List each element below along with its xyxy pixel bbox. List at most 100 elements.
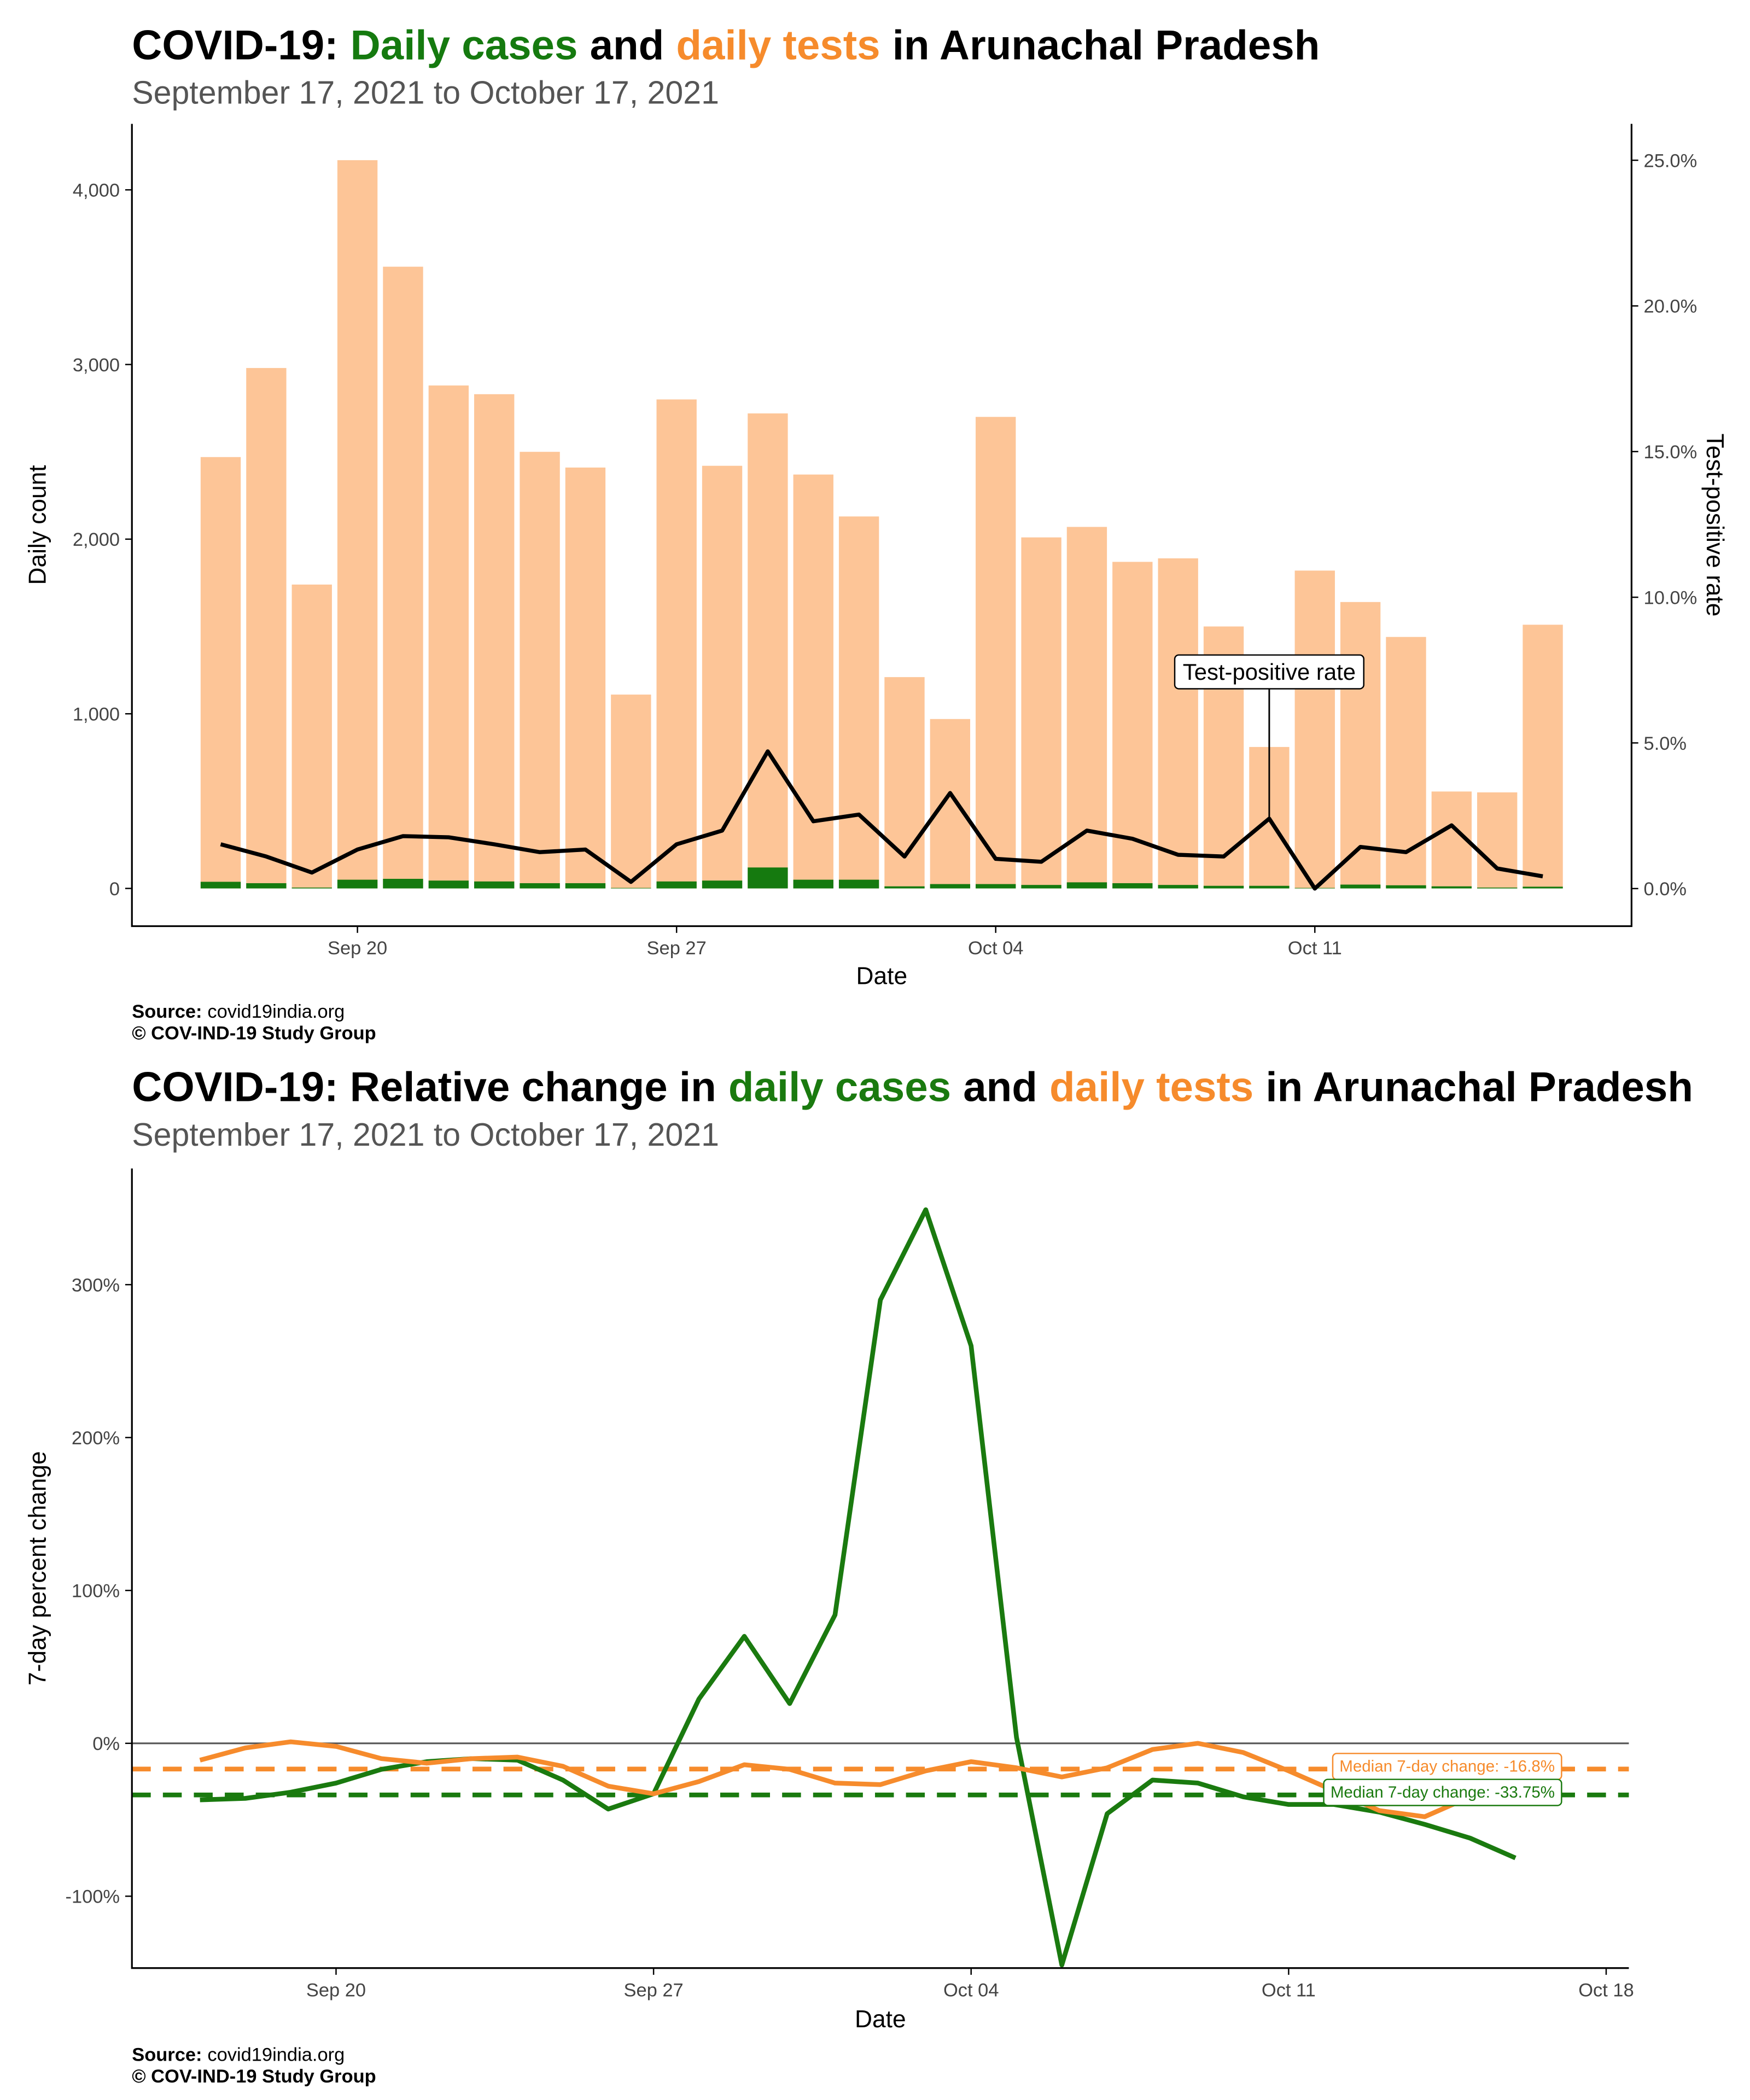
cases-bar xyxy=(1249,885,1290,889)
y-tick-label: -100% xyxy=(65,1887,120,1908)
x-tick-label: Oct 04 xyxy=(968,938,1024,959)
cases-bar xyxy=(884,886,925,889)
tests-bar xyxy=(1112,562,1153,889)
y-axis-title: 7-day percent change xyxy=(25,1451,51,1685)
cases-bar xyxy=(1203,885,1244,889)
tests-bar xyxy=(200,457,241,889)
cases-bar xyxy=(656,881,697,889)
tests-bar xyxy=(1522,625,1563,889)
tests-bar xyxy=(930,719,971,889)
cases-bar xyxy=(291,887,332,889)
tests-bar xyxy=(428,385,469,889)
title-part: and xyxy=(590,22,664,68)
cases-bar xyxy=(200,882,241,889)
x-tick-label: Oct 18 xyxy=(1578,1980,1634,2000)
y2-tick-label: 15.0% xyxy=(1644,442,1698,463)
cases-bar xyxy=(1021,885,1061,889)
cases-bar xyxy=(930,884,971,889)
y-tick-label: 0 xyxy=(109,879,120,900)
tests-bar xyxy=(656,399,697,889)
y-axis-title: Daily count xyxy=(25,465,51,585)
title-part: COVID-19: Relative change in xyxy=(132,1064,716,1111)
y2-tick-label: 5.0% xyxy=(1644,733,1687,754)
tests-bar xyxy=(337,160,378,889)
source-label: Source: xyxy=(132,2045,202,2066)
median-label: Median 7-day change: -33.75% xyxy=(1331,1783,1555,1801)
tests-bar xyxy=(838,516,879,889)
title-part: and xyxy=(963,1064,1037,1111)
cases-bar xyxy=(838,879,879,889)
y2-axis-title: Test-positive rate xyxy=(1701,434,1728,617)
tests-bar xyxy=(1021,537,1061,889)
tests-bar xyxy=(1294,570,1335,889)
copyright: © COV-IND-19 Study Group xyxy=(132,1023,376,1043)
cases-bar xyxy=(1522,886,1563,889)
y-tick-label: 2,000 xyxy=(73,529,120,550)
title-series: Daily cases xyxy=(351,22,578,68)
cases-bar xyxy=(748,867,788,889)
cases-bar xyxy=(1386,885,1426,889)
chart-title: COVID-19: Relative change in daily cases a… xyxy=(132,1064,1693,1111)
y-tick-label: 200% xyxy=(72,1428,120,1449)
change-line xyxy=(199,1739,1471,1819)
copyright: © COV-IND-19 Study Group xyxy=(132,2066,376,2087)
tests-bar xyxy=(520,452,560,889)
cases-bar xyxy=(246,883,287,889)
tests-bar xyxy=(1066,527,1107,889)
source-value: covid19india.org xyxy=(207,2045,345,2066)
tests-bar xyxy=(291,584,332,889)
tests-bar xyxy=(976,417,1016,889)
axis-lines xyxy=(131,124,1632,928)
x-axis-title: Date xyxy=(855,2006,906,2033)
x-tick-label: Oct 11 xyxy=(1288,938,1342,959)
chart-title: COVID-19: Daily cases and daily tests in Aru… xyxy=(132,22,1320,68)
title-series: daily tests xyxy=(676,22,880,68)
cases-bar xyxy=(702,880,743,889)
cases-bar xyxy=(1066,882,1107,889)
cases-bar xyxy=(474,881,515,889)
x-tick-label: Sep 27 xyxy=(624,1980,684,2000)
tpr-line xyxy=(220,749,1543,891)
source-label: Source: xyxy=(132,1001,202,1022)
annotation-label: Test-positive rate xyxy=(1183,659,1356,685)
axis-lines xyxy=(131,1168,1629,1969)
median-label-box xyxy=(1323,1778,1562,1806)
source: Source: covid19india.org xyxy=(132,2045,345,2066)
title-part: COVID-19: xyxy=(132,22,338,68)
cases-bar xyxy=(1340,884,1381,889)
tests-bar xyxy=(793,474,833,889)
y2-tick-label: 10.0% xyxy=(1644,587,1698,608)
title-part: in Arunachal Pradesh xyxy=(892,22,1320,68)
tests-bar xyxy=(1477,792,1518,889)
y-tick-label: 0% xyxy=(92,1734,120,1754)
y-tick-label: 100% xyxy=(72,1581,120,1602)
annotation-box xyxy=(1174,654,1364,690)
tests-bar xyxy=(748,413,788,889)
tests-bar xyxy=(246,368,287,889)
x-axis-title: Date xyxy=(856,962,908,989)
x-tick-label: Sep 27 xyxy=(647,938,707,959)
median-label: Median 7-day change: -16.8% xyxy=(1339,1758,1555,1776)
cases-bar xyxy=(1431,886,1472,889)
cases-bar xyxy=(1477,887,1518,889)
subtitle: September 17, 2021 to October 17, 2021 xyxy=(132,1117,719,1153)
title-series: daily cases xyxy=(728,1064,951,1111)
cases-bar xyxy=(565,883,606,889)
tests-bar xyxy=(565,467,606,889)
tests-bar xyxy=(611,695,651,889)
tests-bar xyxy=(474,394,515,889)
cases-bar xyxy=(383,878,423,889)
y2-tick-label: 25.0% xyxy=(1644,150,1698,171)
x-tick-label: Oct 04 xyxy=(943,1980,999,2000)
x-tick-label: Sep 20 xyxy=(306,1980,366,2000)
y2-tick-label: 20.0% xyxy=(1644,296,1698,317)
x-tick-label: Oct 11 xyxy=(1262,1980,1316,2000)
cases-bar xyxy=(520,883,560,889)
y-tick-label: 3,000 xyxy=(73,355,120,376)
cases-bar xyxy=(1112,883,1153,889)
source-value: covid19india.org xyxy=(207,1001,345,1022)
tests-bar xyxy=(383,266,423,889)
x-tick-label: Sep 20 xyxy=(328,938,387,959)
title-part: in Arunachal Pradesh xyxy=(1265,1064,1693,1111)
